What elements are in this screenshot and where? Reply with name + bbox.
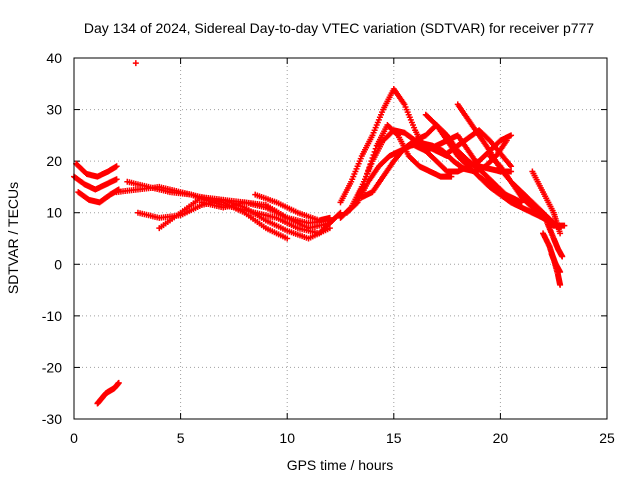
x-axis-label: GPS time / hours bbox=[287, 457, 394, 473]
series-arc-26 bbox=[94, 379, 122, 407]
data-point bbox=[326, 225, 333, 232]
y-tick-labels: -30 -20 -10 0 10 20 30 40 bbox=[42, 50, 62, 427]
data-point bbox=[113, 163, 120, 170]
data-point bbox=[393, 131, 400, 138]
series-arc-9 bbox=[252, 191, 333, 224]
data-point bbox=[326, 214, 333, 221]
data-point bbox=[363, 173, 370, 180]
series-arc-8 bbox=[198, 199, 333, 227]
data-point bbox=[448, 173, 455, 180]
series-arc-24 bbox=[544, 220, 566, 260]
data-point bbox=[557, 230, 564, 237]
plot-frame bbox=[73, 57, 608, 420]
axis-ticks bbox=[73, 57, 608, 420]
x-tick-label: 15 bbox=[386, 430, 402, 446]
y-tick-label: -10 bbox=[42, 308, 62, 324]
x-tick-label: 5 bbox=[177, 430, 185, 446]
data-point bbox=[561, 222, 568, 229]
data-point bbox=[508, 168, 515, 175]
data-point bbox=[364, 170, 371, 177]
data-point bbox=[508, 132, 515, 139]
data-point bbox=[325, 221, 332, 228]
y-tick-label: -20 bbox=[42, 359, 62, 375]
series-arc-18 bbox=[444, 127, 515, 170]
series-arc-5 bbox=[124, 178, 333, 237]
data-point bbox=[372, 145, 379, 152]
series-arc-22 bbox=[529, 168, 564, 237]
data-point bbox=[503, 137, 510, 144]
data-point bbox=[367, 161, 374, 168]
data-point bbox=[368, 158, 375, 165]
data-point bbox=[336, 210, 343, 217]
data-point bbox=[508, 163, 515, 170]
y-tick-label: 20 bbox=[46, 153, 62, 169]
data-point bbox=[559, 253, 566, 260]
data-point bbox=[369, 155, 376, 162]
data-point bbox=[365, 167, 372, 174]
data-point bbox=[557, 281, 564, 288]
series-arc-25 bbox=[548, 250, 564, 276]
x-tick-label: 10 bbox=[279, 430, 295, 446]
y-tick-label: 0 bbox=[54, 256, 62, 272]
y-tick-label: -30 bbox=[42, 411, 62, 427]
data-point bbox=[370, 151, 377, 158]
y-axis-label: SDTVAR / TECUs bbox=[5, 182, 21, 294]
data-point bbox=[371, 148, 378, 155]
x-tick-labels: 0 5 10 15 20 25 bbox=[70, 430, 615, 446]
y-tick-label: 10 bbox=[46, 205, 62, 221]
data-point bbox=[337, 209, 344, 216]
data-point bbox=[284, 235, 291, 242]
data-point bbox=[115, 379, 122, 386]
grid-lines bbox=[74, 58, 607, 419]
data-point bbox=[113, 176, 120, 183]
series-outlier bbox=[132, 60, 139, 67]
x-tick-label: 20 bbox=[493, 430, 509, 446]
chart-title: Day 134 of 2024, Sidereal Day-to-day VTE… bbox=[84, 20, 594, 36]
data-point bbox=[557, 269, 564, 276]
y-tick-label: 40 bbox=[46, 50, 62, 66]
data-points bbox=[71, 60, 568, 407]
data-point bbox=[132, 60, 139, 67]
y-tick-label: 30 bbox=[46, 102, 62, 118]
x-tick-label: 0 bbox=[70, 430, 78, 446]
data-point bbox=[518, 199, 525, 206]
x-tick-label: 25 bbox=[599, 430, 615, 446]
series-arc-2 bbox=[73, 160, 120, 180]
data-point bbox=[366, 164, 373, 171]
